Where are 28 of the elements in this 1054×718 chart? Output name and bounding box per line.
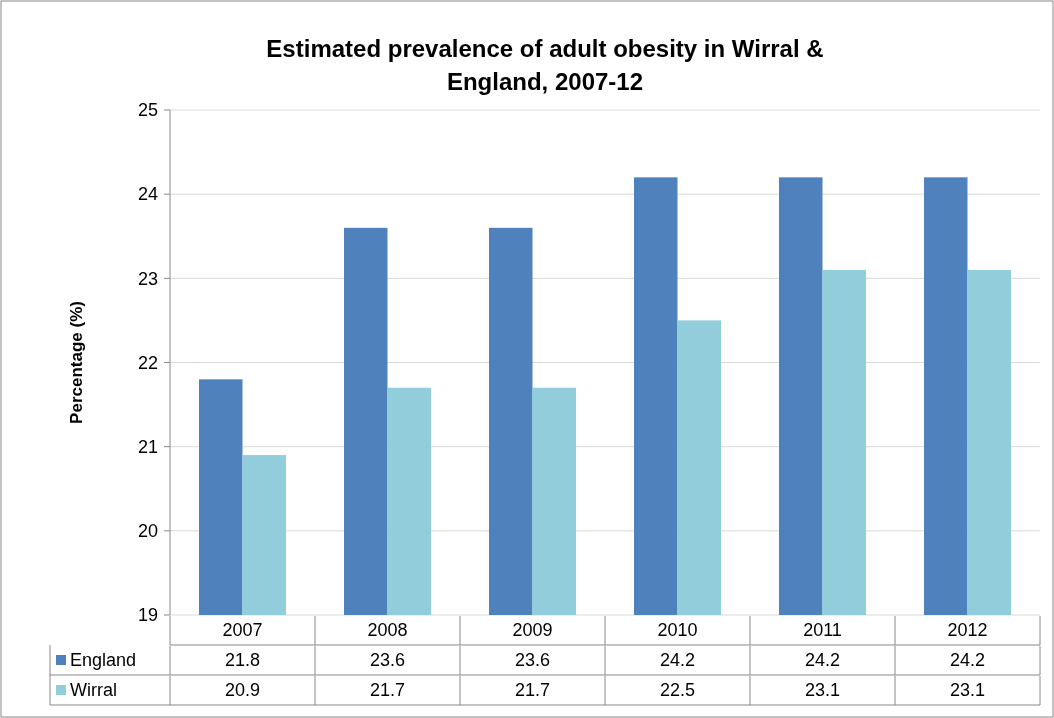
y-tick-label: 23: [137, 268, 158, 289]
data-label: 20.9: [224, 680, 261, 701]
y-tick-label: 22: [137, 352, 158, 373]
data-label: 23.1: [804, 680, 841, 701]
data-label: 22.5: [659, 680, 696, 701]
data-label: 24.2: [804, 650, 841, 671]
y-tick-label: 24: [137, 184, 158, 205]
legend-label: England: [70, 650, 137, 671]
data-label: 23.6: [514, 650, 551, 671]
data-label: 21.8: [224, 650, 261, 671]
data-label: 21.7: [514, 680, 551, 701]
data-label: 21.7: [369, 680, 406, 701]
data-label: 23.1: [949, 680, 986, 701]
x-tick-label: 2007: [222, 620, 263, 641]
y-axis-title: Percentage (%): [67, 301, 86, 424]
y-tick-label: 21: [137, 436, 158, 457]
y-tick-label: 25: [137, 100, 158, 121]
data-label: 24.2: [659, 650, 696, 671]
x-tick-label: 2009: [512, 620, 553, 641]
data-label: 24.2: [949, 650, 986, 671]
x-tick-label: 2010: [657, 620, 698, 641]
x-tick-label: 2008: [367, 620, 408, 641]
chart-title: Estimated prevalence of adult obesity in Wirral & England, 2007-12: [266, 35, 824, 95]
data-label: 23.6: [369, 650, 406, 671]
y-tick-label: 20: [137, 521, 158, 542]
legend-label: Wirral: [70, 680, 117, 701]
x-tick-label: 2011: [803, 620, 842, 641]
x-tick-label: 2012: [947, 620, 988, 641]
